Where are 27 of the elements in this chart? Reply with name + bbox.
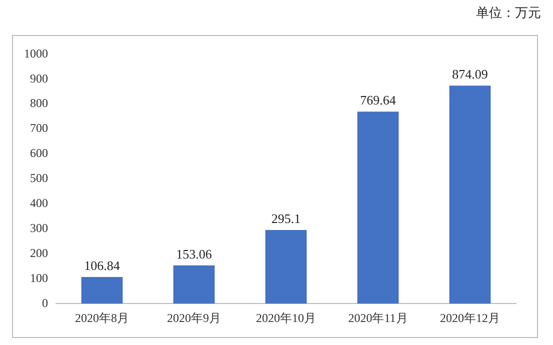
y-tick-label: 1000 [24,46,48,60]
y-tick-label: 200 [30,246,48,260]
bar [357,112,399,304]
y-tick-label: 0 [42,296,48,310]
y-tick-label: 500 [30,171,48,186]
bar [173,265,215,304]
y-tick-label: 400 [30,196,48,210]
data-label: 874.09 [452,66,488,82]
x-tick-label: 2020年12月 [440,310,500,325]
bar [449,86,491,304]
bar [81,276,123,304]
data-label: 295.1 [271,210,301,226]
x-tick-label: 2020年8月 [75,310,129,325]
x-tick-label: 2020年9月 [167,310,221,325]
data-label: 106.84 [84,258,120,273]
y-tick-label: 100 [30,270,48,285]
text: 单位：万元 [476,4,541,22]
y-tick-label: 700 [30,121,48,136]
y-tick-label: 900 [30,71,48,86]
data-label: 769.64 [360,92,396,108]
x-tick-label: 2020年11月 [348,310,408,325]
bar [265,230,307,304]
data-label: 153.06 [176,246,212,262]
y-tick-label: 300 [30,220,48,235]
x-tick-label: 2020年10月 [256,310,316,325]
y-tick-label: 800 [30,96,48,110]
y-tick-label: 600 [30,146,48,160]
